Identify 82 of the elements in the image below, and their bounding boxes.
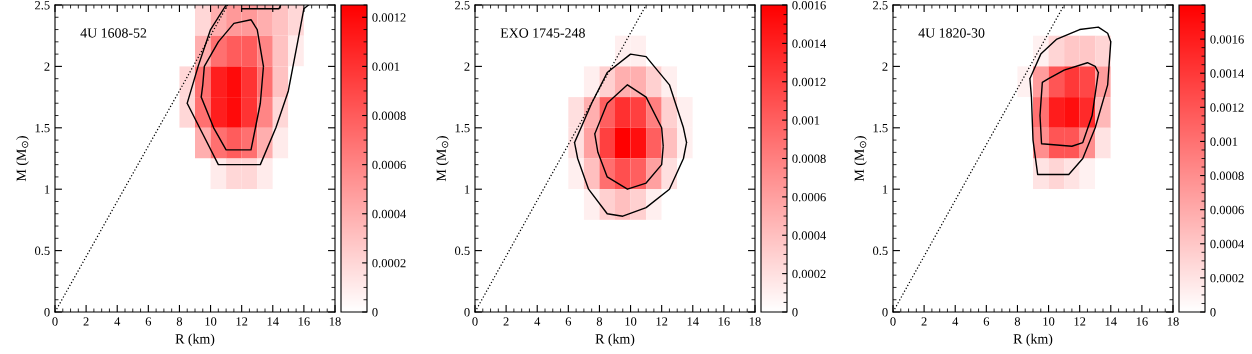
color-bar-label: 0 (372, 308, 378, 317)
x-tick-label: 2 (83, 317, 89, 326)
color-bar-label: 0.0016 (1210, 35, 1244, 44)
y-tick-label: 2.5 (35, 1, 50, 10)
x-tick-label: 2 (921, 317, 927, 326)
y-axis-title: M (M$_{⊙}$) (854, 136, 867, 182)
x-tick-label: 18 (329, 317, 341, 326)
x-axis-title: R (km) (1013, 333, 1053, 347)
color-bar-label: 0.0002 (372, 258, 406, 268)
y-tick-label: 2.5 (873, 1, 888, 10)
y-tick-label: 0 (44, 308, 50, 317)
x-tick-label: 2 (503, 317, 509, 326)
y-tick-label: 0 (882, 308, 888, 317)
annotation: 4U 1820-30 (918, 28, 985, 38)
x-tick-label: 6 (983, 317, 990, 326)
x-tick-label: 16 (298, 317, 310, 326)
color-bar-label: 0.0008 (792, 154, 826, 164)
color-bar-label: 0.0012 (372, 13, 406, 22)
y-tick-label: 2.5 (455, 1, 470, 10)
color-bar-label: 0.0016 (792, 1, 826, 10)
x-tick-label: 12 (656, 317, 668, 326)
x-tick-label: 12 (1074, 317, 1086, 326)
color-bar-label: 0.0004 (792, 231, 827, 240)
x-tick-label: 8 (1014, 317, 1021, 326)
y-tick-label: 1.5 (35, 123, 50, 133)
x-tick-label: 0 (472, 317, 478, 326)
color-bar-label: 0.0014 (792, 39, 827, 48)
color-bar-label: 0.0006 (372, 160, 406, 170)
y-tick-label: 0.5 (34, 246, 50, 256)
x-tick-label: 14 (267, 317, 279, 326)
color-bar-label: 0.0006 (792, 192, 826, 202)
color-bar-label: 0.0012 (792, 77, 826, 87)
y-tick-label: 2 (464, 62, 470, 71)
y-tick-label: 2 (44, 62, 50, 71)
x-axis-title: R (km) (595, 333, 635, 347)
y-axis-title: M (M$_{⊙}$) (16, 136, 29, 182)
x-tick-label: 0 (52, 317, 58, 326)
color-bar-label: 0.0008 (1210, 171, 1244, 181)
color-bar-label: 0.0012 (1210, 103, 1244, 112)
x-tick-label: 4 (114, 317, 121, 326)
annotation: 4U 1608-52 (80, 28, 147, 38)
color-bar-label: 0.001 (1210, 137, 1238, 146)
color-bar-label: 0.0004 (372, 209, 407, 219)
color-bar-label: 0.0004 (1210, 239, 1245, 249)
x-tick-label: 18 (1167, 317, 1179, 326)
y-tick-label: 1 (882, 185, 888, 194)
x-tick-label: 10 (625, 317, 637, 326)
x-tick-label: 12 (236, 317, 248, 326)
x-tick-label: 18 (749, 317, 761, 326)
x-tick-label: 10 (1043, 317, 1055, 326)
y-tick-label: 0 (464, 308, 470, 317)
color-bar-label: 0.0014 (1210, 69, 1245, 78)
x-tick-label: 0 (890, 317, 896, 326)
color-bar-label: 0 (1210, 308, 1216, 317)
x-tick-label: 10 (205, 317, 217, 326)
x-tick-label: 4 (534, 317, 541, 326)
color-bar-label: 0.0002 (1210, 273, 1244, 283)
x-axis-title: R (km) (175, 333, 215, 347)
x-tick-label: 8 (596, 317, 603, 326)
x-tick-label: 6 (565, 317, 572, 326)
y-axis-title: M (M$_{⊙}$) (436, 136, 449, 182)
color-bar-label: 0.0006 (1210, 205, 1244, 215)
x-tick-label: 14 (1105, 317, 1117, 326)
color-bar-label: 0 (792, 308, 798, 317)
y-tick-label: 1.5 (455, 123, 470, 133)
x-tick-label: 16 (1136, 317, 1148, 326)
x-tick-label: 4 (952, 317, 959, 326)
color-bar-label: 0.001 (372, 62, 400, 71)
x-tick-label: 8 (176, 317, 183, 326)
y-tick-label: 1 (44, 185, 50, 194)
x-tick-label: 16 (718, 317, 730, 326)
y-tick-label: 0.5 (872, 246, 888, 256)
y-tick-label: 2 (882, 62, 888, 71)
y-tick-label: 0.5 (454, 246, 470, 256)
color-bar-label: 0.0008 (372, 111, 406, 121)
y-tick-label: 1 (464, 185, 470, 194)
y-tick-label: 1.5 (873, 123, 888, 133)
color-bar-label: 0.001 (792, 116, 820, 125)
annotation: EXO 1745-248 (500, 28, 585, 38)
color-bar-label: 0.0002 (792, 269, 826, 279)
x-tick-label: 14 (687, 317, 699, 326)
x-tick-label: 6 (145, 317, 152, 326)
